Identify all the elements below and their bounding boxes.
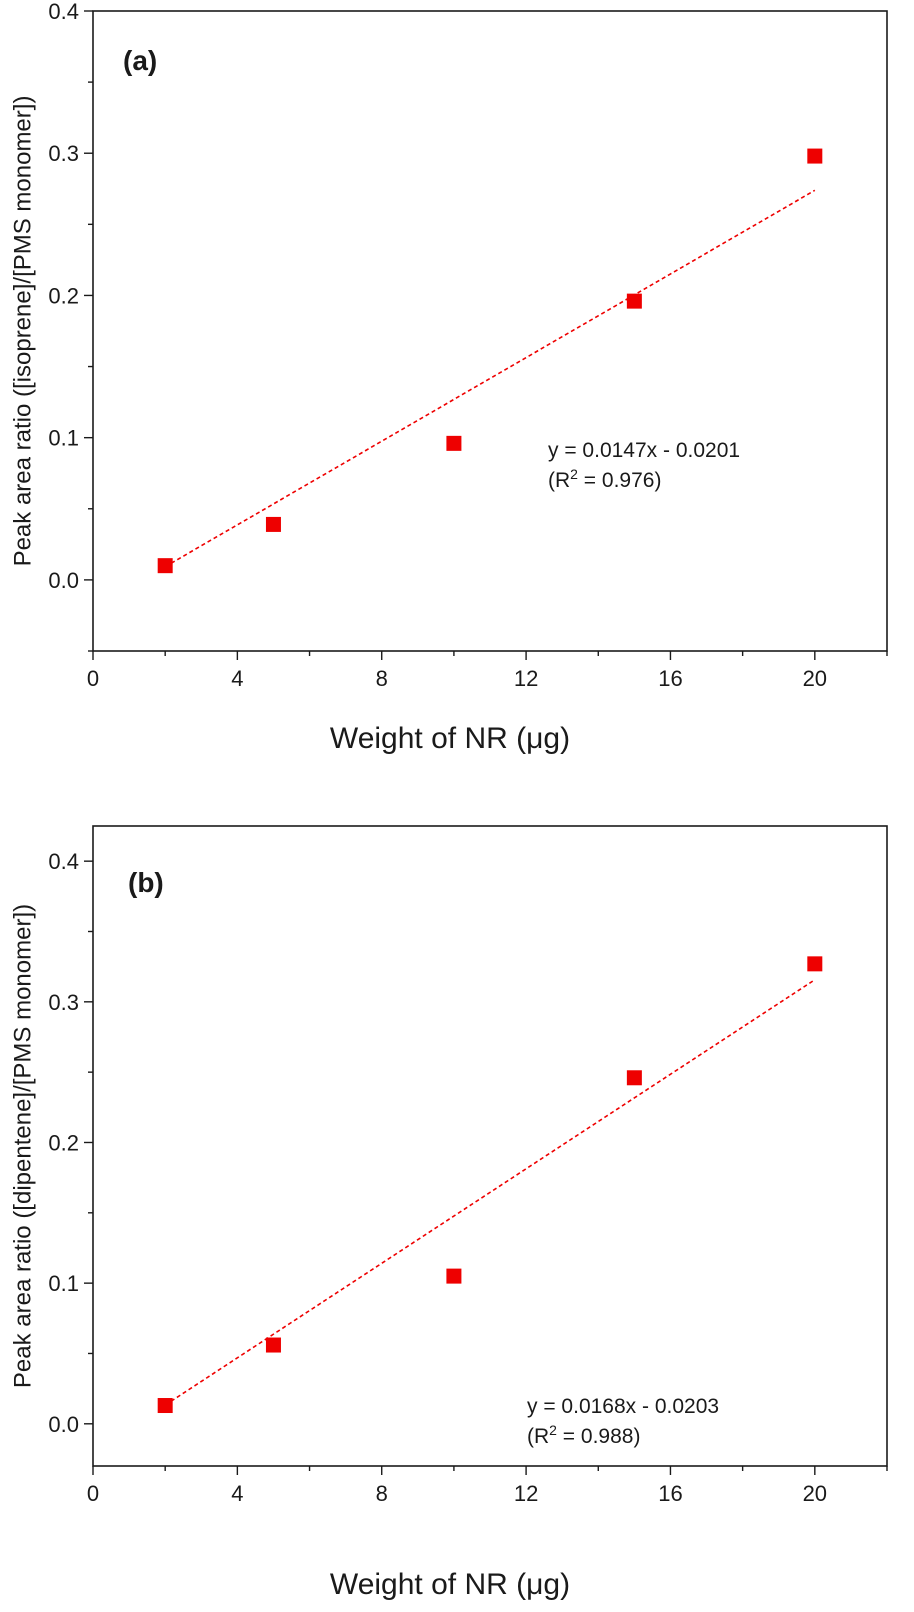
y-tick-label: 0.0 — [48, 1412, 79, 1437]
y-tick-label: 0.1 — [48, 426, 79, 451]
r-squared-label: (R2 = 0.988) — [527, 1422, 640, 1448]
x-axis-label: Weight of NR (μg) — [330, 1568, 570, 1601]
plot-frame — [92, 825, 888, 1467]
y-tick-label: 0.0 — [48, 568, 79, 593]
fit-equation: y = 0.0168x - 0.0203 — [527, 1395, 719, 1418]
y-tick-label: 0.2 — [48, 283, 79, 308]
data-point — [265, 1337, 281, 1353]
data-point — [446, 1268, 462, 1284]
chart-b: 0 4 8 12 16 20 0.0 0.1 0.2 0.3 0.4 Weight of NR (μg… — [9, 825, 888, 1601]
plot-frame — [92, 10, 888, 652]
y-axis-label: Peak area ratio ([isoprene]/[PMS monomer… — [9, 96, 36, 567]
chart-a: 0 4 8 12 16 20 0.0 0.1 0.2 0.3 0.4 Weight of NR (μg… — [9, 0, 888, 755]
r2-prefix: (R — [527, 1425, 549, 1448]
x-tick-label: 16 — [658, 666, 682, 691]
fit-equation: y = 0.0147x - 0.0201 — [548, 439, 740, 462]
y-tick-label: 0.2 — [48, 1130, 79, 1155]
r2-suffix: = 0.988) — [557, 1425, 640, 1448]
y-tick-label: 0.3 — [48, 141, 79, 166]
x-tick-label: 16 — [658, 1481, 682, 1506]
x-tick-label: 4 — [231, 666, 243, 691]
panel-label: (b) — [128, 867, 164, 898]
y-tick-label: 0.1 — [48, 1271, 79, 1296]
x-tick-label: 8 — [376, 1481, 388, 1506]
x-tick-label: 20 — [803, 666, 827, 691]
x-tick-label: 12 — [514, 666, 538, 691]
data-point — [626, 293, 642, 309]
panel-label: (a) — [123, 45, 157, 76]
x-tick-label: 4 — [231, 1481, 243, 1506]
fit-line — [164, 979, 816, 1406]
data-point — [157, 558, 173, 574]
x-tick-label: 0 — [87, 1481, 99, 1506]
x-tick-label: 12 — [514, 1481, 538, 1506]
data-point — [157, 1398, 173, 1414]
data-point — [265, 516, 281, 532]
data-point — [626, 1070, 642, 1086]
fit-line — [164, 189, 816, 568]
r2-prefix: (R — [548, 469, 570, 492]
y-tick-label: 0.4 — [48, 849, 79, 874]
x-axis-label: Weight of NR (μg) — [330, 722, 570, 755]
y-tick-label: 0.4 — [48, 0, 79, 24]
r2-superscript: 2 — [570, 466, 578, 482]
r2-superscript: 2 — [549, 1422, 557, 1438]
x-tick-label: 8 — [376, 666, 388, 691]
data-point — [807, 148, 823, 164]
r-squared-label: (R2 = 0.976) — [548, 466, 661, 492]
x-tick-label: 20 — [803, 1481, 827, 1506]
x-tick-label: 0 — [87, 666, 99, 691]
data-point — [446, 435, 462, 451]
r2-suffix: = 0.976) — [578, 469, 661, 492]
y-axis-label: Peak area ratio ([dipentene]/[PMS monome… — [9, 904, 36, 1388]
data-point — [807, 956, 823, 972]
y-tick-label: 0.3 — [48, 990, 79, 1015]
